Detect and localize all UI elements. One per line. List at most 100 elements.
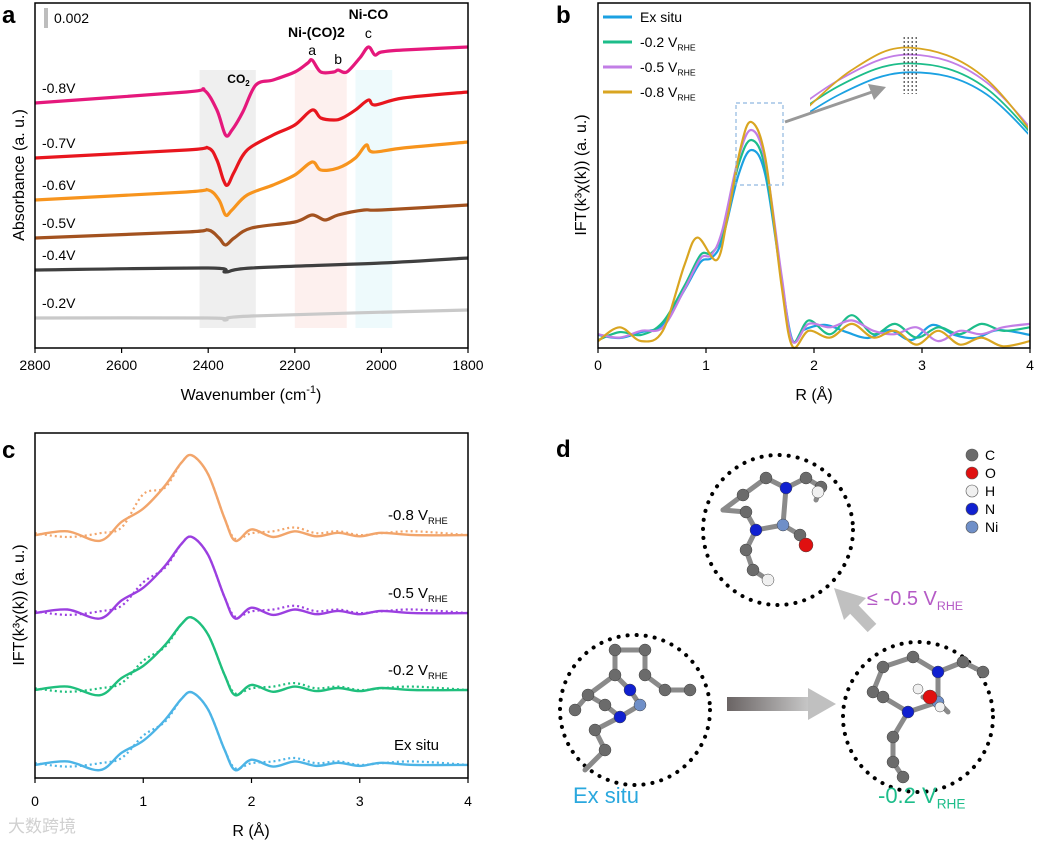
- series-label: -0.8 VRHE: [388, 507, 448, 526]
- atom-c: [886, 730, 900, 744]
- highlight-band: [294, 70, 347, 328]
- zoom-region-box: [735, 102, 784, 186]
- legend-label-sub: RHE: [677, 43, 696, 53]
- annotation-b: b: [334, 51, 342, 67]
- ift-line: [597, 138, 1031, 344]
- legend-label-main: -0.5 V: [640, 59, 678, 75]
- atom-c: [638, 643, 652, 657]
- state-label-v02-sub: RHE: [937, 797, 966, 812]
- annotation-ni-co2: Ni-(CO)2: [288, 24, 345, 40]
- atom-c: [876, 690, 890, 704]
- x-tick-label: 2800: [19, 357, 50, 373]
- legend-label: -0.8 VRHE: [640, 84, 696, 103]
- state-label-ex-situ: Ex situ: [573, 783, 639, 808]
- series-label: -0.2 VRHE: [388, 662, 448, 681]
- legend-label: Ex situ: [640, 9, 682, 25]
- experiment-line: [34, 535, 469, 620]
- atom-c: [886, 755, 900, 769]
- spectrum-line: [34, 45, 469, 138]
- series-label-main: -0.2 V: [388, 662, 428, 679]
- atom-c: [759, 471, 773, 485]
- dotted-circle: [841, 640, 995, 794]
- atom-c: [976, 665, 990, 679]
- ift-line: [597, 128, 1031, 344]
- atom-c: [683, 683, 697, 697]
- series-label-main: -0.8 V: [388, 507, 428, 524]
- spectrum-line: [34, 140, 469, 218]
- legend-atom-label: C: [985, 447, 995, 463]
- inset-line: [810, 71, 1028, 135]
- x-tick-label: 3: [918, 357, 926, 373]
- atom-c: [568, 703, 582, 717]
- series-label-sub: RHE: [428, 671, 448, 681]
- dotted-circle: [701, 453, 855, 607]
- atom-c: [638, 668, 652, 682]
- legend-label: -0.2 VRHE: [640, 34, 696, 53]
- atom-h: [934, 701, 946, 713]
- x-tick-label: 3: [356, 793, 364, 809]
- atom-c: [581, 688, 595, 702]
- series-label-sub: RHE: [428, 594, 448, 604]
- x-tick-label: 0: [31, 793, 39, 809]
- plot-frame-a: [34, 2, 469, 349]
- atom-n: [779, 481, 793, 495]
- panel-label-c: c: [2, 437, 15, 464]
- legend-atom-ni: [965, 520, 979, 534]
- spectrum-line: [34, 203, 469, 247]
- highlight-band: [355, 70, 393, 328]
- x-tick-label: 4: [1026, 357, 1034, 373]
- plot-frame-c: [34, 432, 469, 779]
- dotted-circle: [558, 633, 712, 787]
- state-label-v05: ≤ -0.5 VRHE: [867, 588, 963, 613]
- atom-h: [811, 485, 825, 499]
- zoom-arrow-head: [868, 84, 886, 100]
- experiment-line: [34, 616, 469, 697]
- atom-c: [736, 488, 750, 502]
- atom-n: [613, 710, 627, 724]
- atom-n: [623, 683, 637, 697]
- x-tick-label: 2200: [279, 357, 310, 373]
- spectrum-line: [34, 90, 469, 187]
- legend-atom-label: O: [985, 465, 996, 481]
- atom-h: [761, 573, 775, 587]
- x-axis-label-end: ): [316, 387, 321, 404]
- series-label-main: -0.5 V: [388, 585, 428, 602]
- x-tick-label: 1: [702, 357, 710, 373]
- fit-line: [34, 690, 469, 770]
- series-label: -0.5 VRHE: [388, 585, 448, 604]
- series-label: -0.5V: [42, 215, 76, 231]
- atom-c: [896, 770, 910, 784]
- x-tick-label: 2: [248, 793, 256, 809]
- fit-line: [34, 535, 469, 619]
- atom-ni: [633, 698, 647, 712]
- y-axis-label-c: IFT(k³χ(k)) (a. u.): [11, 544, 28, 665]
- atom-o: [798, 537, 814, 553]
- inset-line: [810, 62, 1028, 132]
- atom-c: [608, 643, 622, 657]
- series-label: -0.2V: [42, 295, 76, 311]
- legend-label-main: -0.8 V: [640, 84, 678, 100]
- panel-label-b: b: [556, 2, 571, 29]
- atom-c: [799, 471, 813, 485]
- experiment-line: [34, 690, 469, 772]
- atom-n: [931, 665, 945, 679]
- atom-h: [912, 683, 924, 695]
- molecule-v05: [701, 453, 855, 607]
- annotation-a: a: [308, 42, 316, 58]
- series-label: -0.6V: [42, 177, 76, 193]
- atom-c: [598, 743, 612, 757]
- legend-atom-label: N: [985, 501, 995, 517]
- legend-label: -0.5 VRHE: [640, 59, 696, 78]
- spectrum-line: [34, 256, 469, 274]
- series-label-main: Ex situ: [394, 737, 439, 754]
- atom-n: [749, 523, 763, 537]
- atom-c: [588, 723, 602, 737]
- series-label-sub: RHE: [428, 516, 448, 526]
- legend-label-sub: RHE: [677, 68, 696, 78]
- state-label-ex-situ-main: Ex situ: [573, 783, 639, 808]
- x-axis-label-main: Wavenumber (cm: [181, 387, 307, 404]
- annotation-ni-co: Ni-CO: [349, 6, 389, 22]
- panel-label-d: d: [556, 436, 571, 463]
- atom-c: [746, 563, 760, 577]
